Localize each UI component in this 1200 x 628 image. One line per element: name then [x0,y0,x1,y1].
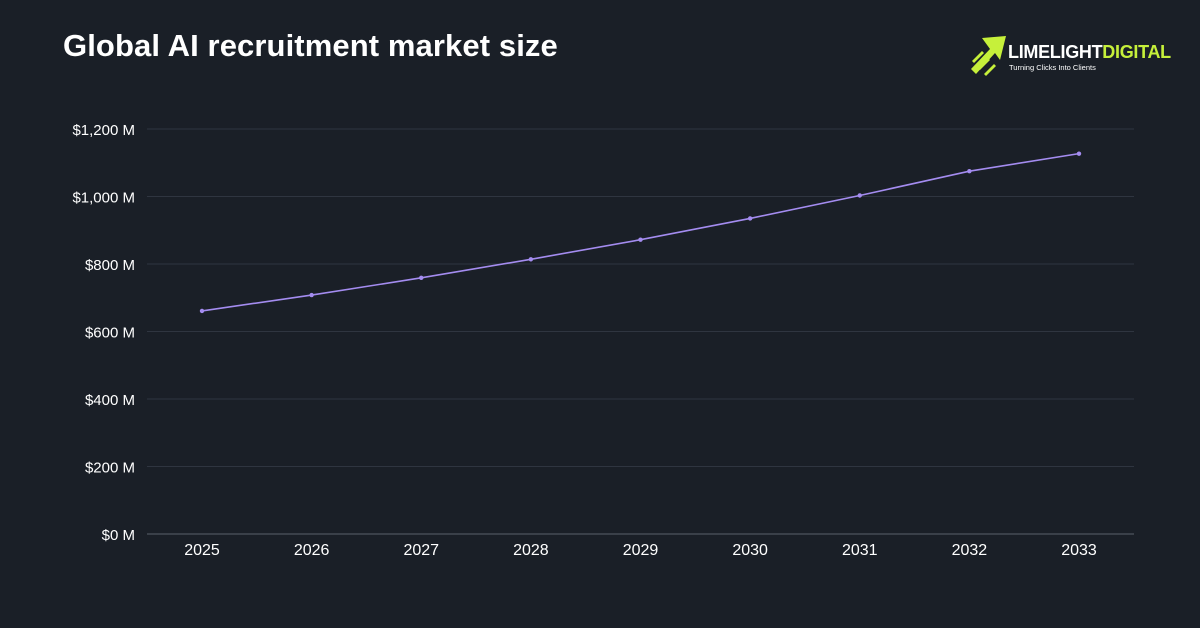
data-point [967,168,972,174]
y-tick-label: $0 M [102,527,135,544]
y-tick-label: $1,200 M [72,122,135,139]
x-axis-tick-labels: 2025 2026 2027 2028 2029 2030 2031 2032 2033 [184,542,1097,559]
x-tick-label: 2032 [952,542,988,559]
rising-arrows-icon [971,36,1006,76]
series-lines [201,152,1080,312]
y-axis-tick-labels: $0 M $200 M $400 M $600 M $800 M $1,000 M $1,2… [72,122,135,544]
x-tick-label: 2026 [294,542,330,559]
chart-title: Global AI recruitment market size [63,28,558,63]
y-tick-label: $200 M [85,460,135,477]
data-points [199,151,1082,314]
y-tick-label: $600 M [85,325,135,342]
y-tick-label: $1,000 M [72,190,135,207]
y-tick-label: $800 M [85,257,135,274]
data-point [309,292,314,298]
data-point [419,275,424,281]
x-tick-label: 2027 [403,542,439,559]
x-tick-label: 2025 [184,542,220,559]
x-tick-label: 2029 [623,542,659,559]
gridlines [147,128,1134,535]
data-point [199,308,205,314]
limelight-digital-logo: LIMELIGHTDIGITAL Turning Clicks Into Cli… [968,34,1171,82]
x-tick-label: 2031 [842,542,878,559]
y-tick-label: $400 M [85,392,135,409]
x-tick-label: 2033 [1061,542,1097,559]
series-line [201,152,1080,312]
data-point [1076,151,1082,156]
logo-brand-part2: DIGITAL [1102,42,1171,62]
data-point [528,257,534,262]
x-tick-label: 2028 [513,542,549,559]
data-point [747,216,753,221]
data-point [638,237,643,242]
data-point [857,193,862,198]
x-tick-label: 2030 [732,542,768,559]
logo-brand-name: LIMELIGHTDIGITAL [1008,42,1171,63]
logo-brand-part1: LIMELIGHT [1008,42,1103,62]
logo-tagline: Turning Clicks Into Clients [1009,63,1096,72]
